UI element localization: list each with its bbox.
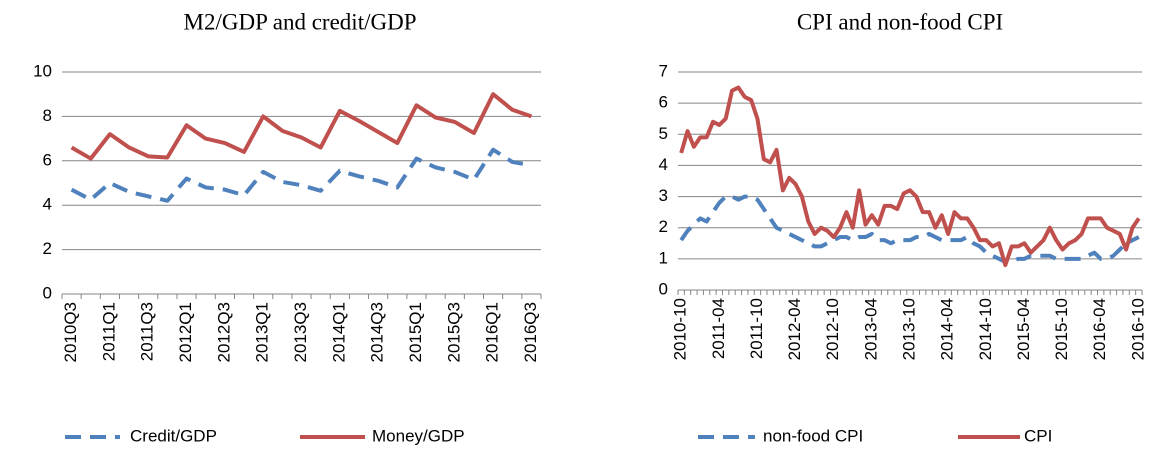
x-tick-label: 2015-04 [1014, 298, 1033, 360]
y-tick-label: 5 [659, 124, 668, 143]
legend-label: Credit/GDP [130, 426, 217, 445]
x-tick-label: 2016Q3 [521, 302, 540, 363]
x-tick-label: 2011-10 [747, 298, 766, 359]
x-tick-label: 2016-10 [1128, 298, 1147, 360]
x-tick-label: 2016-04 [1090, 298, 1109, 360]
legend-label: CPI [1024, 426, 1052, 445]
y-tick-label: 6 [43, 150, 52, 169]
y-tick-label: 3 [659, 186, 668, 205]
y-tick-label: 0 [43, 283, 52, 302]
x-tick-label: 2010-10 [671, 298, 690, 360]
y-tick-label: 2 [43, 239, 52, 258]
x-tick-label: 2013Q3 [291, 302, 310, 363]
x-tick-label: 2015Q1 [406, 302, 425, 363]
x-tick-label: 2014-10 [976, 298, 995, 360]
x-tick-label: 2014Q3 [368, 302, 387, 363]
x-tick-label: 2011Q1 [99, 302, 118, 361]
x-tick-label: 2015Q3 [444, 302, 463, 363]
y-tick-label: 4 [43, 195, 52, 214]
x-tick-label: 2013Q1 [253, 302, 272, 363]
x-tick-label: 2014-04 [938, 298, 957, 360]
x-tick-label: 2012Q1 [176, 302, 195, 363]
x-tick-label: 2012-10 [823, 298, 842, 360]
x-tick-label: 2013-04 [861, 298, 880, 360]
x-tick-label: 2016Q1 [483, 302, 502, 363]
chart-title: M2/GDP and credit/GDP [184, 9, 417, 34]
x-tick-label: 2012Q3 [214, 302, 233, 363]
y-tick-label: 2 [659, 217, 668, 236]
legend-label: non-food CPI [763, 426, 863, 445]
series-line [70, 147, 532, 203]
y-tick-label: 10 [33, 61, 52, 80]
x-tick-label: 2015-10 [1052, 298, 1071, 360]
y-tick-label: 0 [659, 279, 668, 298]
series-line [679, 85, 1141, 268]
x-tick-label: 2011-04 [709, 298, 728, 359]
y-tick-label: 8 [43, 106, 52, 125]
y-tick-label: 7 [659, 61, 668, 80]
x-tick-label: 2010Q3 [61, 302, 80, 363]
chart-title: CPI and non-food CPI [797, 9, 1003, 34]
y-tick-label: 6 [659, 93, 668, 112]
x-tick-label: 2012-04 [785, 298, 804, 360]
x-tick-label: 2011Q3 [138, 302, 157, 361]
series-line [679, 194, 1140, 264]
x-tick-label: 2014Q1 [329, 302, 348, 363]
x-tick-label: 2013-10 [899, 298, 918, 360]
series-line [70, 92, 533, 161]
y-tick-label: 4 [659, 155, 668, 174]
y-tick-label: 1 [659, 248, 668, 267]
legend-label: Money/GDP [372, 426, 465, 445]
